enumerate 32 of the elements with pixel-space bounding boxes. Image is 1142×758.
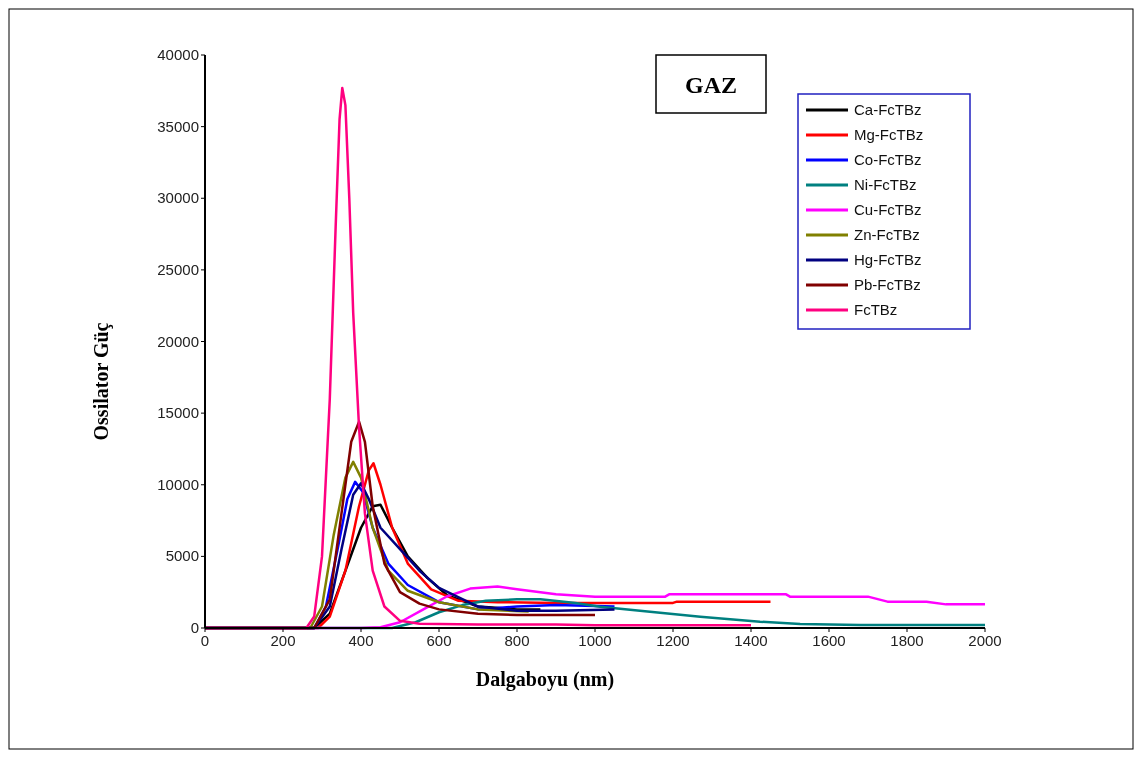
x-tick-label: 600 bbox=[426, 632, 452, 649]
legend-label: Cu-FcTBz bbox=[854, 201, 922, 218]
legend-label: FcTBz bbox=[854, 301, 898, 318]
x-tick-label: 200 bbox=[270, 632, 296, 649]
x-tick-label: 2000 bbox=[968, 632, 1002, 649]
x-tick-label: 400 bbox=[348, 632, 374, 649]
x-tick-label: 0 bbox=[200, 632, 210, 649]
y-tick-label: 5000 bbox=[165, 547, 199, 565]
y-tick-label: 10000 bbox=[157, 475, 199, 493]
y-tick-label: 20000 bbox=[157, 332, 199, 350]
x-tick-label: 800 bbox=[504, 632, 530, 649]
y-tick-label: 25000 bbox=[157, 260, 199, 278]
legend-label: Pb-FcTBz bbox=[854, 276, 921, 293]
y-tick-label: 40000 bbox=[157, 46, 199, 63]
y-tick-label: 15000 bbox=[157, 404, 199, 422]
legend-label: Ni-FcTBz bbox=[854, 176, 917, 193]
legend-label: Ca-FcTBz bbox=[854, 101, 922, 118]
legend-label: Co-FcTBz bbox=[854, 151, 922, 168]
y-axis-title: Ossilator Güç bbox=[90, 322, 113, 441]
x-tick-label: 1600 bbox=[812, 632, 846, 649]
x-axis-title: Dalgaboyu (nm) bbox=[475, 668, 615, 691]
legend-label: Zn-FcTBz bbox=[854, 226, 920, 243]
x-tick-label: 1200 bbox=[656, 632, 690, 649]
x-tick-label: 1400 bbox=[734, 632, 768, 649]
legend-label: Mg-FcTBz bbox=[854, 126, 924, 143]
x-tick-label: 1800 bbox=[890, 632, 924, 649]
y-tick-label: 30000 bbox=[157, 189, 199, 207]
legend-label: Hg-FcTBz bbox=[854, 251, 922, 268]
annotation: GAZ bbox=[684, 72, 738, 98]
y-tick-label: 0 bbox=[190, 619, 199, 636]
y-tick-label: 35000 bbox=[157, 117, 199, 135]
x-tick-label: 1000 bbox=[578, 632, 612, 649]
